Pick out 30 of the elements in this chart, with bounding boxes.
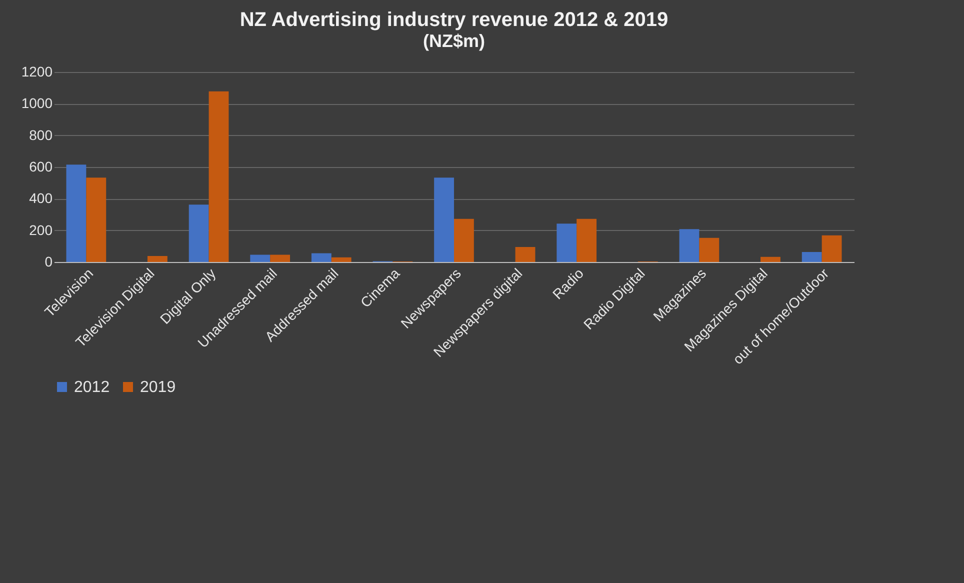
chart-subtitle: (NZ$m) [423, 31, 486, 51]
bar [250, 254, 270, 262]
y-tick-label: 1000 [21, 95, 53, 112]
bar [434, 178, 454, 262]
bar [515, 246, 536, 262]
chart-title: NZ Advertising industry revenue 2012 & 2019 [240, 9, 668, 31]
y-tick-label: 200 [29, 222, 53, 238]
y-tick-label: 0 [44, 254, 53, 270]
bar [822, 235, 842, 262]
bar [760, 256, 780, 262]
bar [454, 218, 474, 262]
bar [208, 91, 229, 262]
bar [147, 256, 168, 262]
bar [311, 253, 332, 262]
bar [802, 252, 822, 262]
bar [66, 164, 86, 262]
bar [699, 238, 720, 262]
y-tick-label: 800 [29, 126, 53, 143]
bar [86, 178, 106, 262]
y-tick-label: 400 [29, 190, 53, 206]
legend-label: 2012 [74, 379, 110, 396]
y-tick-label: 1200 [21, 64, 53, 80]
legend-label: 2019 [140, 379, 176, 396]
bar [188, 204, 209, 262]
y-tick-label: 600 [29, 158, 53, 174]
bar [331, 257, 352, 262]
bar [556, 224, 577, 262]
bar [679, 229, 700, 262]
bar [576, 218, 597, 262]
bar [270, 254, 290, 262]
